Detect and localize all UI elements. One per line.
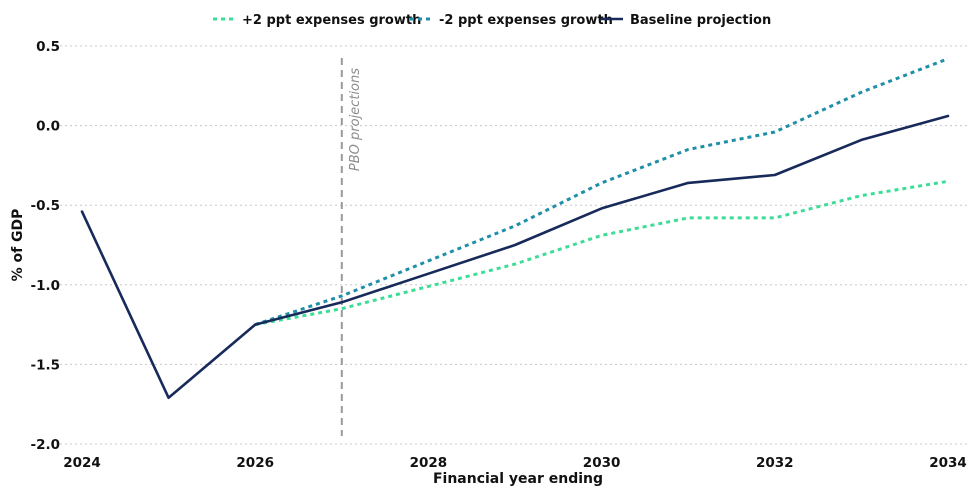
y-tick-label: -1.0 (30, 278, 60, 294)
y-tick-label: 0.5 (36, 39, 60, 55)
series-line-2 (80, 114, 950, 400)
y-axis-ticks: 0.5 0.0 -0.5 -1.0 -1.5 -2.0 (30, 39, 60, 453)
x-axis-ticks: 2024 2026 2028 2030 2032 2034 (63, 455, 967, 471)
series-lines (80, 57, 950, 400)
x-tick-label: 2034 (929, 455, 967, 471)
y-tick-label: 0.0 (36, 119, 60, 135)
x-tick-label: 2028 (410, 455, 448, 471)
legend-label: -2 ppt expenses growth (439, 13, 613, 28)
legend-label: +2 ppt expenses growth (242, 13, 421, 28)
x-tick-label: 2032 (756, 455, 794, 471)
series-line-0 (254, 179, 949, 327)
gridlines (60, 45, 970, 445)
x-tick-label: 2026 (236, 455, 274, 471)
y-axis-title: % of GDP (10, 209, 26, 282)
x-axis-title: Financial year ending (433, 471, 603, 487)
y-tick-label: -0.5 (30, 198, 60, 214)
y-tick-label: -1.5 (30, 357, 60, 373)
pbo-projections-annotation: PBO projections (348, 68, 363, 171)
legend-label: Baseline projection (630, 13, 771, 28)
legend: +2 ppt expenses growth -2 ppt expenses gr… (213, 13, 771, 28)
series-line-1 (254, 57, 949, 327)
x-tick-label: 2030 (583, 455, 621, 471)
x-tick-label: 2024 (63, 455, 101, 471)
y-tick-label: -2.0 (30, 437, 60, 453)
